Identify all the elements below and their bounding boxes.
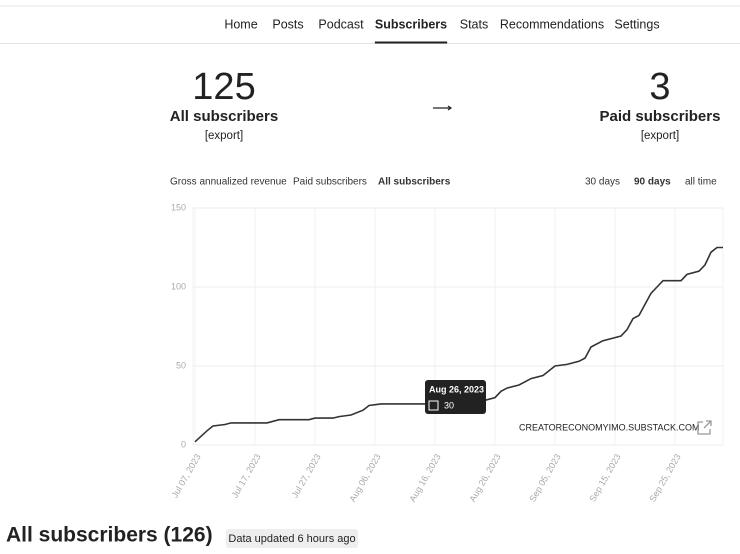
nav-item[interactable]: Subscribers (375, 17, 447, 31)
y-tick-label: 0 (181, 439, 186, 449)
tooltip-value: 30 (444, 400, 454, 410)
nav-item[interactable]: Settings (614, 17, 659, 31)
export-link[interactable]: [export] (641, 130, 679, 142)
x-tick-label: Sep 25, 2023 (647, 452, 682, 503)
x-tick-label: Sep 15, 2023 (587, 452, 622, 503)
stat-value: 125 (192, 66, 255, 108)
arrow (433, 105, 453, 111)
chart-tab[interactable]: All subscribers (378, 177, 451, 188)
range-tab[interactable]: 30 days (585, 177, 620, 188)
x-tick-label: Aug 26, 2023 (467, 452, 502, 503)
x-tick-label: Jul 07, 2023 (170, 452, 203, 499)
badge-text: Data updated 6 hours ago (228, 533, 355, 545)
tooltip-swatch (428, 400, 439, 411)
x-tick-label: Aug 06, 2023 (347, 452, 382, 503)
x-tick-label: Jul 27, 2023 (290, 452, 323, 499)
nav-item[interactable]: Recommendations (500, 17, 604, 31)
stat-label: Paid subscribers (600, 108, 721, 125)
nav-item[interactable]: Home (224, 17, 257, 31)
chart-tab[interactable]: Gross annualized revenue (170, 177, 287, 188)
x-tick-label: Jul 17, 2023 (230, 452, 263, 499)
icon-box (697, 421, 711, 435)
nav-item[interactable]: Posts (272, 17, 303, 31)
chart-tab[interactable]: Paid subscribers (293, 177, 367, 188)
icon-arrow (703, 420, 712, 429)
y-tick-label: 150 (171, 202, 186, 212)
badge (226, 529, 358, 548)
x-tick-label: Sep 05, 2023 (527, 452, 562, 503)
nav-item[interactable]: Podcast (318, 17, 364, 31)
external-link-icon (697, 420, 712, 435)
nav-item[interactable]: Stats (460, 17, 489, 31)
tooltip-date: Aug 26, 2023 (429, 384, 484, 394)
y-tick-label: 100 (171, 281, 186, 291)
section-title: All subscribers (126) (6, 524, 213, 547)
y-tick-label: 50 (176, 360, 186, 370)
x-tick-label: Aug 16, 2023 (407, 452, 442, 503)
stat-label: All subscribers (170, 108, 278, 125)
stat-value: 3 (649, 66, 670, 108)
range-tab[interactable]: 90 days (634, 177, 671, 188)
tooltip (425, 380, 486, 414)
series-line (194, 246, 723, 443)
export-link[interactable]: [export] (205, 130, 243, 142)
watermark: CREATORECONOMYIMO.SUBSTACK.COM (519, 422, 700, 432)
range-tab[interactable]: all time (685, 177, 717, 188)
